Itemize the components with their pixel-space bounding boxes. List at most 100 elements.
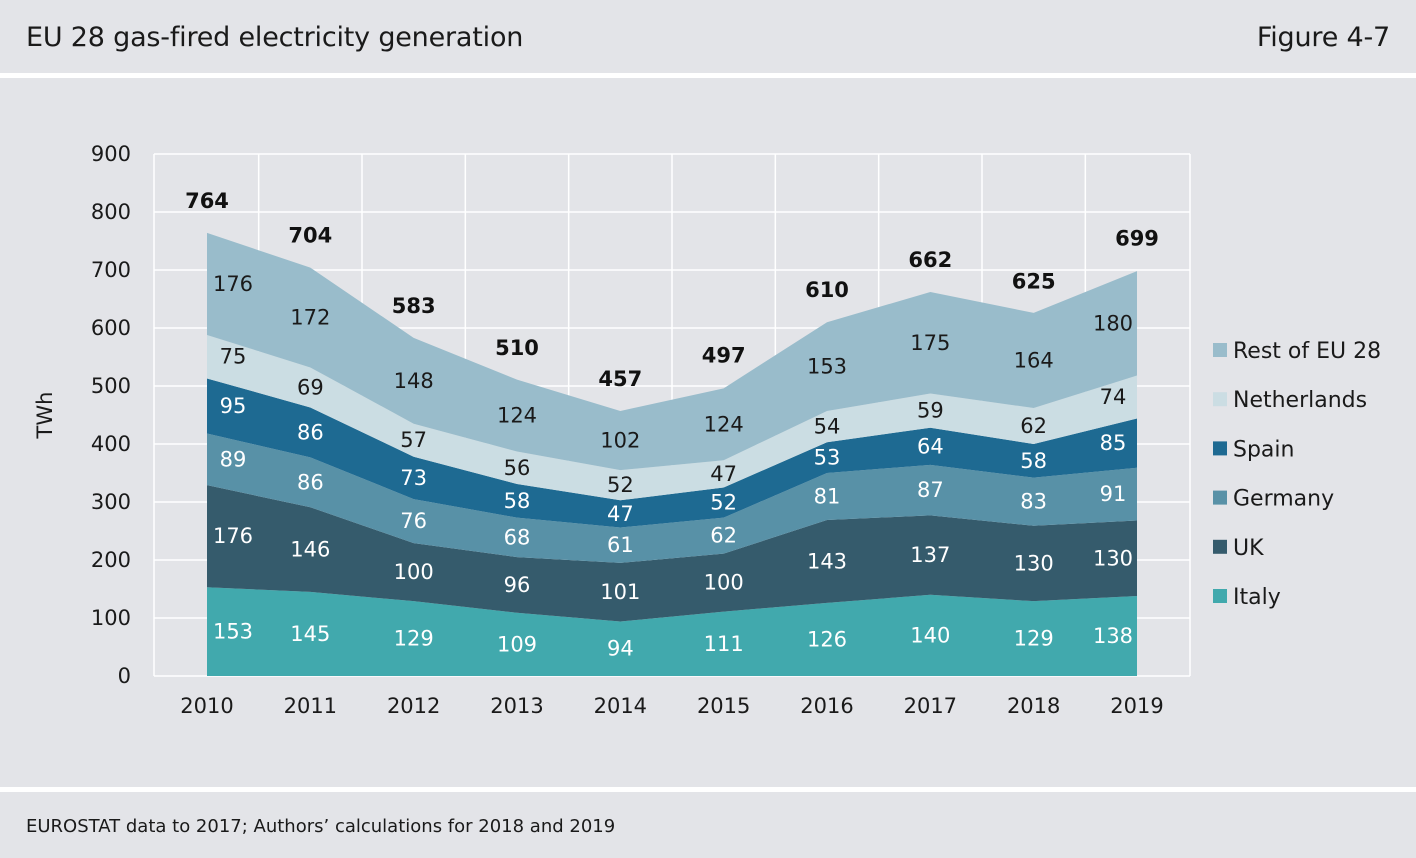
- total-label: 510: [495, 336, 539, 360]
- data-label: 85: [1100, 431, 1127, 455]
- data-label: 96: [504, 573, 531, 597]
- data-label: 76: [400, 509, 427, 533]
- data-label: 94: [607, 637, 634, 661]
- area-uk: [207, 485, 1137, 622]
- legend-label: Italy: [1233, 585, 1281, 610]
- data-label: 95: [220, 394, 247, 418]
- legend-swatch: [1213, 343, 1227, 357]
- source-note: EUROSTAT data to 2017; Authors’ calculat…: [26, 816, 616, 837]
- y-tick-label: 600: [91, 316, 131, 340]
- y-tick-label: 200: [91, 548, 131, 572]
- data-label: 52: [710, 491, 737, 515]
- data-label: 100: [704, 571, 744, 595]
- data-label: 153: [213, 620, 253, 644]
- data-label: 176: [213, 524, 253, 548]
- data-label: 180: [1093, 311, 1133, 335]
- data-label: 59: [917, 399, 944, 423]
- chart-title: EU 28 gas-fired electricity generation: [26, 22, 524, 53]
- data-label: 129: [1014, 627, 1054, 651]
- data-label: 100: [394, 560, 434, 584]
- x-tick-label: 2013: [490, 694, 543, 718]
- header-divider: [0, 73, 1416, 78]
- legend-swatch: [1213, 539, 1227, 554]
- stacked-area-chart: 0 100 200 300 400 500 600 700 800 900 TWh 153 145 129…: [33, 142, 1381, 718]
- x-tick-label: 2014: [594, 694, 647, 718]
- data-label: 126: [807, 627, 847, 651]
- total-label: 662: [908, 248, 952, 272]
- data-label: 81: [814, 484, 841, 508]
- data-label: 83: [1020, 490, 1047, 514]
- data-label: 111: [704, 632, 744, 656]
- y-tick-label: 100: [91, 606, 131, 630]
- data-label: 61: [607, 533, 634, 557]
- total-label: 497: [702, 344, 746, 368]
- total-label: 610: [805, 278, 849, 302]
- x-tick-label: 2019: [1110, 694, 1163, 718]
- data-label: 176: [213, 272, 253, 296]
- data-label: 86: [297, 420, 324, 444]
- data-label: 124: [497, 404, 537, 428]
- data-label: 146: [290, 538, 330, 562]
- x-tick-label: 2010: [180, 694, 233, 718]
- data-label: 62: [710, 524, 737, 548]
- data-label: 64: [917, 434, 944, 458]
- data-label: 73: [400, 466, 427, 490]
- data-label: 172: [290, 306, 330, 330]
- data-label: 138: [1093, 624, 1133, 648]
- legend-label: Rest of EU 28: [1233, 339, 1381, 364]
- total-label: 625: [1012, 270, 1056, 294]
- data-label: 143: [807, 549, 847, 573]
- y-axis-label: TWh: [33, 392, 57, 440]
- chart-header: EU 28 gas-fired electricity generation F…: [0, 0, 1416, 74]
- area-spain: [207, 378, 1137, 528]
- data-label: 153: [807, 355, 847, 379]
- area-rest-of-eu-28: [207, 232, 1137, 471]
- data-label: 130: [1093, 546, 1133, 570]
- data-label: 52: [607, 473, 634, 497]
- y-tick-label: 800: [91, 200, 131, 224]
- data-label: 86: [297, 470, 324, 494]
- total-label: 704: [288, 224, 332, 248]
- y-tick-label: 300: [91, 490, 131, 514]
- data-label: 47: [710, 462, 737, 486]
- x-tick-label: 2016: [800, 694, 853, 718]
- x-tick-label: 2015: [697, 694, 750, 718]
- data-label: 129: [394, 627, 434, 651]
- data-label: 148: [394, 369, 434, 393]
- data-label: 75: [220, 345, 247, 369]
- data-label: 47: [607, 502, 634, 526]
- data-label: 130: [1014, 551, 1054, 575]
- legend-label: Germany: [1233, 487, 1334, 512]
- legend-swatch: [1213, 589, 1227, 603]
- data-label: 62: [1020, 414, 1047, 438]
- x-tick-label: 2011: [284, 694, 337, 718]
- data-label: 175: [910, 331, 950, 355]
- data-label: 56: [504, 456, 531, 480]
- data-label: 101: [600, 580, 640, 604]
- legend-label: Netherlands: [1233, 388, 1367, 413]
- total-label: 699: [1115, 227, 1159, 251]
- y-tick-label: 900: [91, 142, 131, 166]
- y-tick-label: 700: [91, 258, 131, 282]
- data-label: 89: [220, 447, 247, 471]
- total-label: 457: [598, 367, 642, 391]
- data-label: 69: [297, 375, 324, 399]
- data-label: 102: [600, 429, 640, 453]
- total-label: 764: [185, 189, 229, 213]
- data-label: 53: [814, 446, 841, 470]
- y-tick-label: 500: [91, 374, 131, 398]
- data-label: 109: [497, 632, 537, 656]
- data-label: 137: [910, 543, 950, 567]
- legend-swatch: [1213, 392, 1227, 407]
- legend-label: UK: [1233, 536, 1264, 561]
- footer-divider: [0, 787, 1416, 792]
- data-label: 54: [814, 415, 841, 439]
- data-label: 58: [504, 489, 531, 513]
- legend-label: Spain: [1233, 437, 1294, 462]
- data-label: 58: [1020, 449, 1047, 473]
- area-netherlands: [207, 334, 1137, 501]
- data-label: 145: [290, 622, 330, 646]
- data-label: 124: [704, 412, 744, 436]
- data-label: 68: [504, 525, 531, 549]
- data-label: 140: [910, 623, 950, 647]
